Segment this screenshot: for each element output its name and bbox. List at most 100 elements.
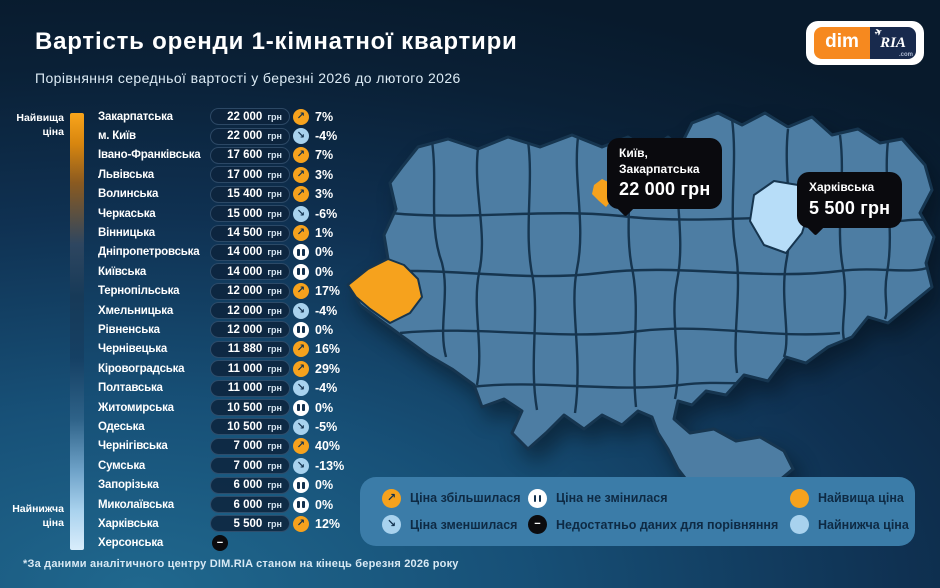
price-pill: 14 000 грн — [210, 243, 290, 261]
price-value: 6 000 — [233, 479, 263, 492]
scale-label-lowest: Найнижча ціна — [12, 503, 64, 529]
oblast-borders — [359, 118, 931, 414]
change-percent: -4% — [315, 303, 338, 318]
price-unit: грн — [267, 441, 282, 452]
legend-item: − Недостатньо даних для порівняння — [528, 515, 790, 535]
change-percent: 29% — [315, 361, 341, 376]
legend-label: Недостатньо даних для порівняння — [556, 517, 779, 532]
footnote: *За даними аналітичного центру DIM.RIA с… — [23, 558, 459, 570]
map-svg — [346, 111, 936, 497]
region-name: Волинська — [98, 188, 159, 201]
price-pill: 10 500 грн — [210, 418, 290, 436]
region-row: Житомирська 10 500 грн 0% — [98, 398, 358, 417]
region-row: Харківська 5 500 грн ↗ 12% — [98, 514, 358, 533]
price-unit: грн — [267, 286, 282, 297]
price-unit: грн — [267, 247, 282, 258]
region-name: Рівненська — [98, 323, 160, 336]
region-row: Волинська 15 400 грн ↗ 3% — [98, 185, 358, 204]
region-row: Сумська 7 000 грн ↘ -13% — [98, 456, 358, 475]
region-row: Чернівецька 11 880 грн ↗ 16% — [98, 340, 358, 359]
price-pill: 22 000 грн — [210, 108, 290, 126]
price-unit: грн — [267, 111, 282, 122]
dimria-logo[interactable]: dim ✈ RIA .com — [806, 21, 924, 65]
change-percent: 0% — [315, 245, 334, 260]
price-value: 6 000 — [233, 498, 263, 511]
price-unit: грн — [267, 208, 282, 219]
legend-label: Ціна збільшилася — [410, 491, 521, 506]
region-name: Миколаївська — [98, 498, 174, 511]
region-name: Сумська — [98, 459, 146, 472]
region-name: Одеська — [98, 420, 145, 433]
price-pill: 12 000 грн — [210, 282, 290, 300]
region-name: Львівська — [98, 168, 155, 181]
price-pill: 5 500 грн — [210, 515, 290, 533]
price-unit: грн — [267, 518, 282, 529]
callout-kharkiv: Харківська 5 500 грн — [797, 172, 903, 236]
ria-com-text: .com — [898, 52, 913, 58]
region-name: Івано-Франківська — [98, 149, 201, 162]
region-name: Черкаська — [98, 207, 156, 220]
scale-label-highest: Найвища ціна — [16, 112, 64, 138]
price-pill: 15 400 грн — [210, 185, 290, 203]
callout-region-name: Закарпатська — [619, 161, 700, 176]
change-percent: -13% — [315, 458, 345, 473]
legend-item: Найнижча ціна — [790, 515, 909, 535]
price-unit: грн — [267, 460, 282, 471]
change-percent: 40% — [315, 439, 341, 454]
trend-down-icon: ↘ — [293, 418, 309, 435]
region-name: Вінницька — [98, 227, 155, 240]
price-pill: 7 000 грн — [210, 457, 290, 475]
trend-same-icon — [293, 263, 309, 280]
legend-item: ↘ Ціна зменшилася — [382, 515, 528, 535]
price-unit: грн — [267, 363, 282, 374]
price-value: 12 000 — [227, 304, 263, 317]
region-name: Закарпатська — [98, 110, 173, 123]
legend-label: Найвища ціна — [818, 491, 904, 506]
trend-down-icon: ↘ — [293, 457, 309, 474]
change-percent: 17% — [315, 284, 341, 299]
legend-up-icon: ↗ — [382, 488, 401, 508]
price-unit: грн — [267, 305, 282, 316]
trend-down-icon: ↘ — [293, 302, 309, 319]
price-value: 11 000 — [227, 362, 263, 375]
price-unit: грн — [267, 383, 282, 394]
change-percent: 12% — [315, 516, 341, 531]
price-value: 12 000 — [227, 323, 263, 336]
change-percent: -4% — [315, 129, 338, 144]
change-percent: -5% — [315, 419, 338, 434]
region-row: Кіровоградська 11 000 грн ↗ 29% — [98, 359, 358, 378]
price-pill: 17 600 грн — [210, 146, 290, 164]
price-value: 11 880 — [227, 343, 263, 356]
price-unit: грн — [267, 131, 282, 142]
price-value: 12 000 — [227, 285, 263, 298]
legend-nodata-icon: − — [528, 515, 547, 535]
region-name: Житомирська — [98, 401, 174, 414]
price-unit: грн — [267, 402, 282, 413]
price-unit: грн — [267, 189, 282, 200]
region-name: м. Київ — [98, 130, 136, 143]
price-value: 22 000 — [227, 130, 263, 143]
page-title: Вартість оренди 1-кімнатної квартири — [35, 28, 518, 55]
change-percent: -6% — [315, 206, 338, 221]
price-pill: 11 000 грн — [210, 379, 290, 397]
region-name: Київська — [98, 265, 147, 278]
price-pill: 11 880 грн — [210, 340, 290, 358]
trend-same-icon — [293, 321, 309, 338]
price-pill: 12 000 грн — [210, 321, 290, 339]
callout-price: 22 000 грн — [619, 179, 711, 200]
price-unit: грн — [267, 228, 282, 239]
trend-down-icon: ↘ — [293, 380, 309, 397]
price-value: 14 000 — [227, 265, 263, 278]
callout-region-name: Київ, — [619, 146, 648, 160]
callout-kyiv-zakarpattia: Київ, Закарпатська 22 000 грн — [607, 138, 723, 217]
region-row: Херсонська − — [98, 534, 358, 553]
price-pill: 6 000 грн — [210, 496, 290, 513]
region-row: Івано-Франківська 17 600 грн ↗ 7% — [98, 146, 358, 165]
legend-label: Ціна не змінилася — [556, 491, 668, 506]
legend-lowest-icon — [790, 515, 809, 535]
region-name: Запорізька — [98, 479, 159, 492]
region-name: Херсонська — [98, 537, 164, 550]
region-name: Полтавська — [98, 382, 163, 395]
legend-same-icon — [528, 488, 547, 508]
trend-same-icon — [293, 496, 309, 513]
